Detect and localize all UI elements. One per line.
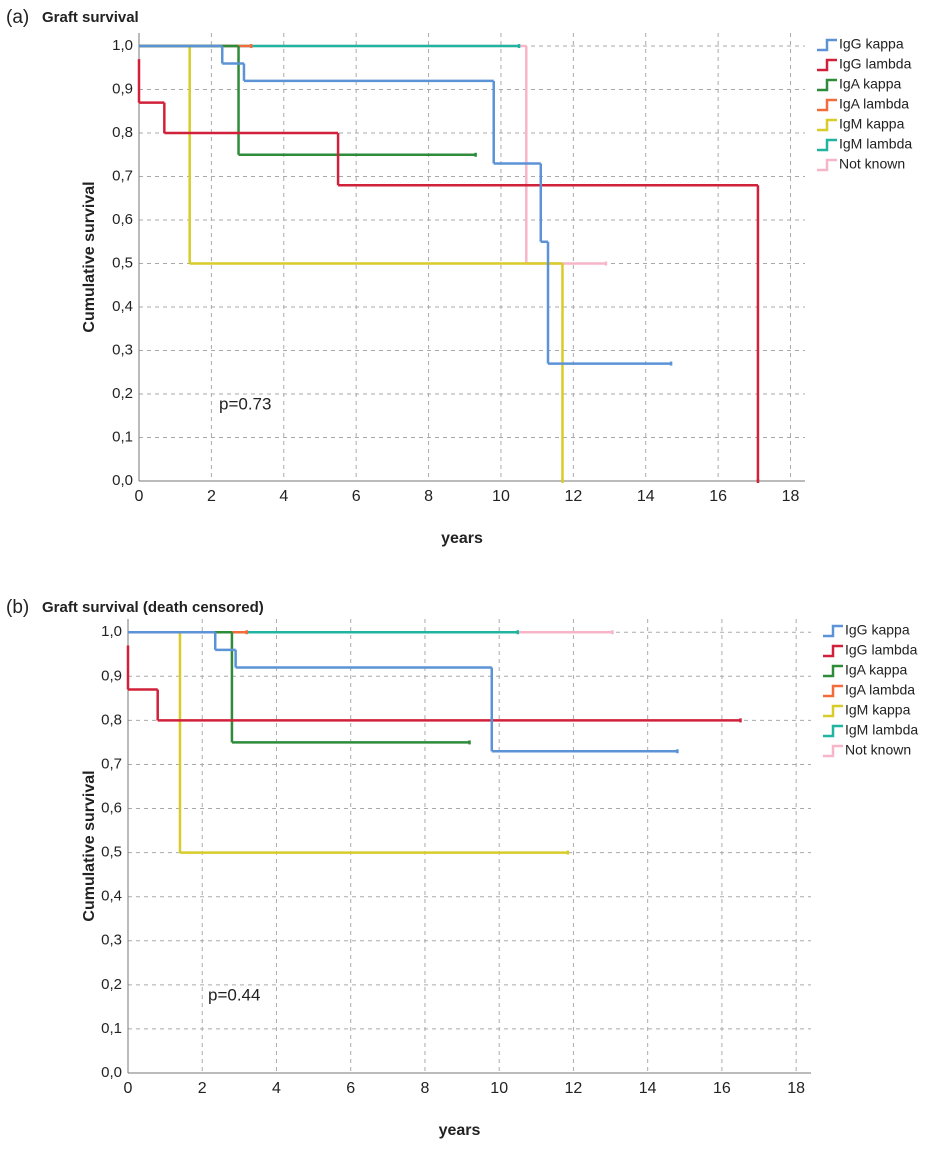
x-tick-label: 14 [639, 1080, 657, 1097]
legend-swatch [823, 704, 843, 718]
y-tick-label: 0,3 [101, 932, 122, 949]
y-tick-label: 0,7 [101, 755, 122, 772]
y-tick-label: 0,4 [112, 298, 133, 315]
x-tick-label: 10 [492, 488, 510, 505]
legend-label: IgG kappa [845, 622, 910, 638]
legend-label: IgM kappa [839, 116, 905, 132]
legend-label: IgA kappa [845, 662, 907, 678]
legend-swatch [823, 664, 843, 678]
legend-label: IgM lambda [845, 722, 918, 738]
y-tick-label: 0,0 [112, 472, 133, 489]
legend-swatch [823, 724, 843, 738]
y-tick-label: 0,5 [101, 844, 122, 861]
legend-swatch [817, 158, 837, 172]
legend-swatch [823, 684, 843, 698]
x-tick-label: 10 [490, 1080, 508, 1097]
y-tick-label: 0,4 [101, 888, 122, 905]
legend-label: IgA lambda [839, 96, 909, 112]
legend-label: IgA kappa [839, 76, 901, 92]
x-tick-label: 0 [135, 488, 144, 505]
legend-label: IgM lambda [839, 136, 912, 152]
x-tick-label: 16 [713, 1080, 731, 1097]
legend-swatch [817, 118, 837, 132]
chart-title: Graft survival (death censored) [42, 599, 264, 616]
chart-panel: 0,0 0,1 0,2 0,3 0,4 0,5 0,6 0,7 0,8 0,9 1,0 0 2 4 6 8 10… [6, 7, 912, 547]
x-tick-label: 18 [787, 1080, 805, 1097]
y-tick-label: 0,6 [112, 211, 133, 228]
annotation: p=0.44 [208, 985, 260, 1004]
x-tick-label: 16 [709, 488, 727, 505]
panel-label: (b) [6, 597, 29, 618]
x-tick-label: 2 [207, 488, 216, 505]
legend-swatch [823, 744, 843, 758]
x-tick-label: 12 [565, 1080, 583, 1097]
y-tick-label: 0,7 [112, 168, 133, 185]
y-tick-label: 1,0 [101, 623, 122, 640]
y-tick-label: 0,9 [101, 667, 122, 684]
y-tick-label: 0,5 [112, 254, 133, 271]
annotation: p=0.73 [219, 394, 271, 413]
y-axis-label: Cumulative survival [81, 770, 98, 921]
legend-label: IgA lambda [845, 682, 915, 698]
y-tick-label: 0,8 [112, 124, 133, 141]
y-tick-label: 1,0 [112, 37, 133, 54]
y-tick-label: 0,2 [112, 385, 133, 402]
y-tick-label: 0,2 [101, 976, 122, 993]
x-tick-label: 4 [279, 488, 288, 505]
panel-label: (a) [6, 7, 29, 28]
legend-label: Not known [845, 742, 911, 758]
chart-panel: 0,0 0,1 0,2 0,3 0,4 0,5 0,6 0,7 0,8 0,9 1,0 0 2 4 6 8 10… [6, 597, 918, 1139]
legend-swatch [817, 58, 837, 72]
y-tick-label: 0,8 [101, 711, 122, 728]
x-tick-label: 18 [782, 488, 800, 505]
legend-swatch [823, 624, 843, 638]
legend-label: IgG lambda [839, 56, 912, 72]
legend-swatch [817, 98, 837, 112]
legend-swatch [823, 644, 843, 658]
legend-label: IgM kappa [845, 702, 911, 718]
x-axis-label: years [439, 1122, 481, 1139]
y-tick-label: 0,3 [112, 341, 133, 358]
x-tick-label: 14 [637, 488, 655, 505]
x-axis-label: years [441, 530, 483, 547]
legend-swatch [817, 38, 837, 52]
x-tick-label: 8 [421, 1080, 430, 1097]
x-tick-label: 6 [352, 488, 361, 505]
x-tick-label: 8 [424, 488, 433, 505]
y-tick-label: 0,1 [101, 1020, 122, 1037]
y-tick-label: 0,1 [112, 428, 133, 445]
legend-swatch [817, 78, 837, 92]
x-tick-label: 6 [346, 1080, 355, 1097]
chart-title: Graft survival [42, 9, 139, 26]
x-tick-label: 2 [198, 1080, 207, 1097]
legend-label: IgG lambda [845, 642, 918, 658]
x-tick-label: 0 [124, 1080, 133, 1097]
y-axis-label: Cumulative survival [81, 181, 98, 332]
legend-label: Not known [839, 156, 905, 172]
x-tick-label: 4 [272, 1080, 281, 1097]
y-tick-label: 0,0 [101, 1064, 122, 1081]
y-tick-label: 0,9 [112, 81, 133, 98]
legend-label: IgG kappa [839, 36, 904, 52]
y-tick-label: 0,6 [101, 800, 122, 817]
legend-swatch [817, 138, 837, 152]
x-tick-label: 12 [564, 488, 582, 505]
